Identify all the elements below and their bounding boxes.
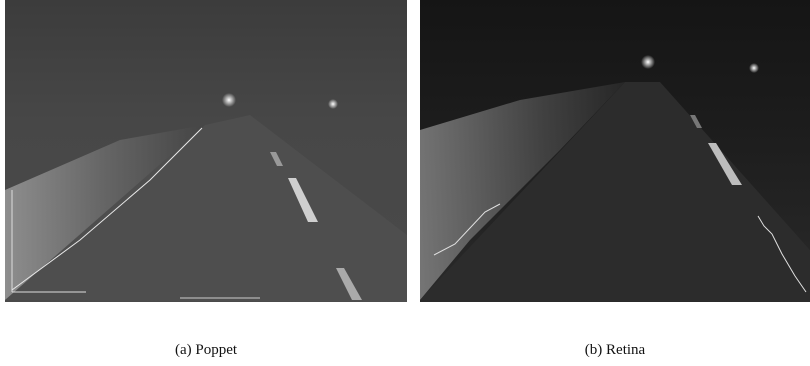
panel-image-a (5, 0, 407, 302)
caption: (a) Poppet (175, 342, 238, 358)
figure: (a) Poppet (b) Retina (0, 0, 810, 366)
caption: (b) Retina (585, 342, 646, 358)
panel-image-b (420, 0, 810, 302)
figure-canvas: (a) Poppet (b) Retina (0, 0, 810, 366)
